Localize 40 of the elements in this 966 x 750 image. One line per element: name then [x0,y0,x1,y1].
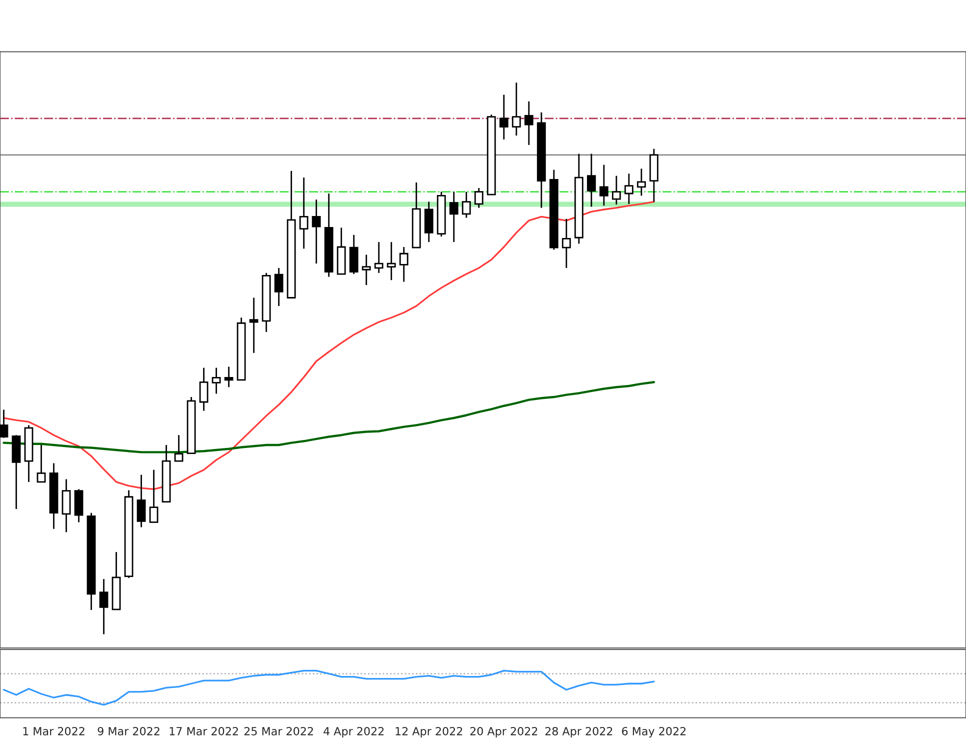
x-tick-label: 25 Mar 2022 [244,726,313,736]
candlestick [274,267,284,307]
candlestick [424,201,434,243]
candlestick [462,191,471,218]
x-tick-label: 20 Apr 2022 [470,726,538,738]
candlestick [149,469,158,523]
x-tick-label: 1 Mar 2022 [23,726,84,736]
x-tick-label: 17 Mar 2022 [170,726,238,736]
candlestick [136,474,146,528]
candlestick [386,241,396,281]
candlestick [99,578,108,635]
candlestick [512,82,521,136]
candlestick [599,164,608,206]
candlestick [474,187,484,209]
x-tick-label: 4 Apr 2022 [324,726,384,738]
candlestick [374,241,384,274]
x-tick-label: 6 May 2022 [622,726,686,738]
candlestick [362,254,371,286]
candlestick [299,176,308,250]
candlestick [562,218,571,269]
candlestick [62,478,71,533]
candlestick [399,246,408,282]
candlestick [586,153,596,208]
candlestick [212,367,221,394]
candlestick [224,366,234,388]
x-tick-label: 9 Mar 2022 [98,726,160,736]
candlestick [0,409,8,439]
candlestick [612,175,621,206]
candlestick [174,434,184,462]
candlestick [636,168,646,196]
x-tick-label: 12 Apr 2022 [396,726,462,738]
candlestick [449,191,458,243]
candlestick [312,198,321,264]
x-tick-label: 28 Apr 2022 [545,726,612,738]
candlestick [524,100,534,146]
candlestick [499,94,508,140]
candlestick [199,367,208,412]
candlestick [624,172,634,205]
candlestick [249,297,258,354]
candlestick [36,444,46,483]
